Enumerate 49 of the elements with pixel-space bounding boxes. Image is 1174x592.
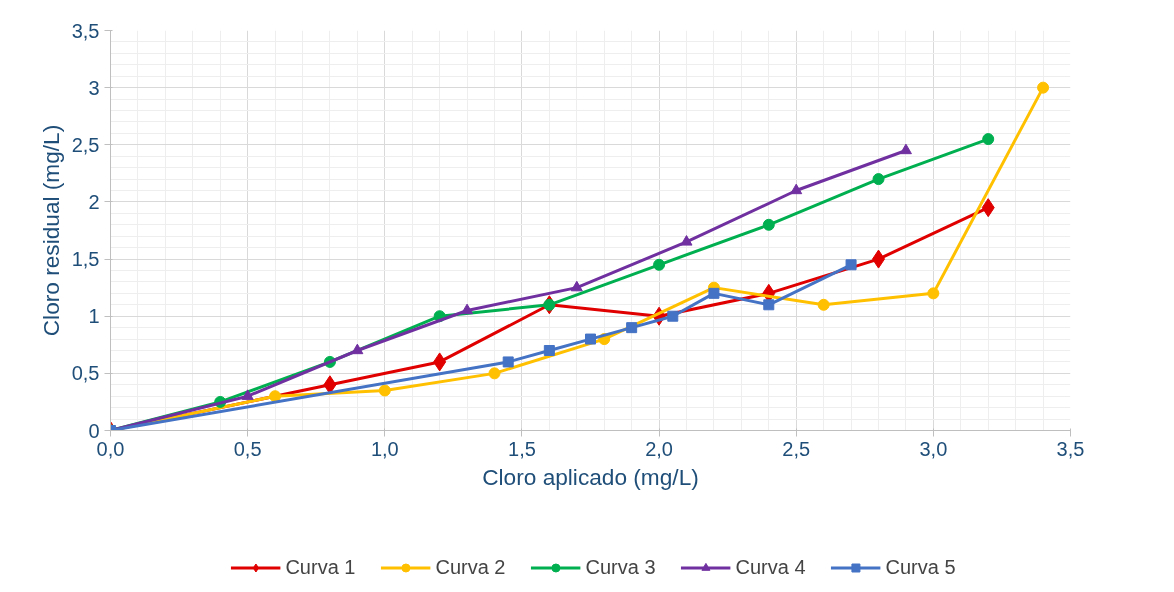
y-tick-label: 1	[88, 305, 100, 328]
point	[653, 258, 666, 271]
point	[241, 389, 254, 400]
point	[585, 333, 596, 345]
y-tick-label: 3	[88, 76, 100, 99]
y-tick-label: 2	[88, 190, 100, 213]
point	[763, 299, 775, 311]
point	[899, 143, 912, 155]
x-axis-title: Cloro aplicado (mg/L)	[482, 463, 699, 490]
legend-label: Curva 4	[735, 555, 806, 579]
point	[982, 133, 995, 146]
point	[667, 310, 679, 322]
x-tick-label: 1,0	[370, 437, 399, 460]
point	[269, 390, 282, 403]
legend-label: Curva 3	[585, 555, 656, 579]
point	[927, 287, 940, 300]
x-tick-label: 2,5	[782, 437, 811, 460]
y-tick-label: 1,5	[71, 248, 100, 271]
x-tick-label: 1,5	[508, 437, 536, 460]
point	[570, 280, 583, 292]
point	[1037, 81, 1050, 94]
point	[543, 298, 556, 311]
point	[708, 287, 720, 299]
point	[817, 298, 830, 311]
y-tick-label: 2,5	[71, 133, 100, 156]
point	[680, 235, 693, 246]
y-tick-label: 0,5	[71, 362, 100, 385]
y-axis-title: Cloro residual (mg/L)	[37, 124, 64, 337]
point	[790, 183, 803, 195]
x-tick-label: 2,0	[645, 437, 673, 460]
point	[762, 218, 775, 231]
point	[351, 343, 364, 355]
y-tick-label: 3,5	[71, 19, 100, 42]
legend-label: Curva 1	[285, 555, 356, 579]
point	[981, 198, 995, 218]
legend-label: Curva 5	[885, 555, 956, 579]
x-tick-label: 3,5	[1056, 437, 1085, 460]
x-tick-label: 3,0	[919, 437, 948, 460]
point	[488, 367, 501, 380]
point	[626, 322, 638, 334]
point	[433, 352, 447, 372]
point	[872, 173, 885, 186]
point	[845, 259, 857, 271]
point	[543, 345, 555, 356]
point	[502, 356, 514, 368]
legend-label: Curva 2	[435, 555, 506, 579]
point	[378, 384, 391, 397]
point	[461, 303, 474, 315]
x-tick-label: 0,5	[233, 437, 262, 460]
